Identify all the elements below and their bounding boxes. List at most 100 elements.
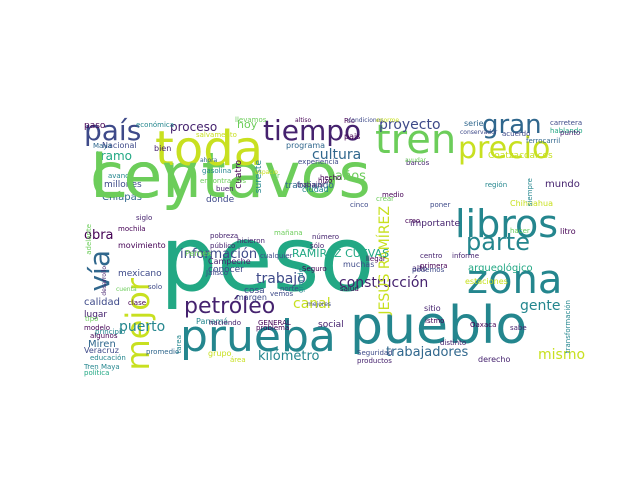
word-cloud-word: política	[84, 369, 110, 377]
word-cloud-word: mochila	[118, 225, 146, 233]
word-cloud-word: hicieron	[237, 237, 265, 245]
word-cloud-word: podemos	[412, 266, 445, 274]
word-cloud-word: tipo	[85, 315, 99, 323]
word-cloud-word: poner	[430, 201, 451, 209]
word-cloud-word: hizo	[318, 177, 333, 185]
word-cloud-word: número	[312, 233, 340, 241]
word-cloud-word: paso	[84, 121, 106, 131]
word-cloud-word: mundo	[545, 179, 580, 190]
word-cloud-word: pueblo	[350, 296, 528, 356]
word-cloud-word: región	[485, 181, 508, 189]
word-cloud-word: Nacional	[102, 141, 137, 150]
word-cloud-word: vía	[83, 250, 116, 292]
word-cloud-word: donde	[206, 195, 235, 205]
word-cloud-word: arqueológico	[468, 263, 533, 274]
word-cloud-word: Seguro	[302, 265, 327, 273]
word-cloud-word: buen	[216, 185, 234, 193]
word-cloud-word: Chiapas	[102, 192, 142, 203]
word-cloud-word: educación	[90, 354, 126, 362]
word-cloud-word: programa	[286, 141, 326, 150]
word-cloud-word: mismo	[538, 347, 586, 363]
word-cloud-word: pais	[344, 132, 361, 141]
word-cloud-word: social	[318, 320, 344, 330]
word-cloud-word: medio	[382, 191, 404, 199]
word-cloud-word: espacio	[255, 169, 278, 176]
word-cloud-word: ahora	[200, 157, 218, 164]
word-cloud-word: trabajo	[256, 271, 306, 287]
word-cloud-word: años	[335, 169, 366, 184]
word-cloud-word: estaciones	[465, 277, 508, 286]
word-cloud-word: millones	[104, 180, 142, 190]
word-cloud-word: gasolina	[202, 167, 232, 175]
word-cloud-word: salvamento	[196, 131, 237, 139]
word-cloud-word: siglo	[136, 214, 153, 222]
word-cloud-word: importante	[410, 219, 461, 229]
word-cloud-word: área	[230, 356, 246, 364]
word-cloud-word: RAMÍREZ CUEVAS	[292, 247, 390, 260]
word-cloud-word: mexicano	[118, 269, 162, 279]
word-cloud-word: carretera	[550, 119, 583, 127]
word-cloud-word: acuerdo	[502, 130, 531, 138]
word-cloud-word: centavos	[90, 139, 371, 212]
word-cloud-word: clase	[128, 299, 147, 307]
word-cloud-word: enorme	[376, 117, 400, 124]
word-cloud-word: centro	[420, 252, 443, 260]
word-cloud-word: llegar	[366, 255, 386, 263]
word-cloud-word: sitio	[424, 304, 441, 313]
word-cloud-word: Pemex	[185, 249, 212, 258]
word-cloud-word: proceso	[170, 120, 218, 134]
word-cloud-word: GENERAL	[258, 319, 291, 327]
word-cloud-word: hecho	[320, 174, 342, 182]
word-cloud-word: sabe	[510, 324, 527, 332]
word-cloud-word: ferrocarril	[526, 137, 561, 145]
word-cloud-word: productos	[357, 357, 392, 365]
word-cloud-word: muchas	[343, 260, 375, 269]
word-cloud-word: principio	[95, 328, 126, 336]
word-cloud-word: experiencia	[298, 158, 339, 166]
word-cloud-word: construcción	[339, 275, 429, 291]
word-cloud-word: Jalisco	[206, 269, 229, 277]
word-cloud-word: movimiento	[118, 241, 166, 250]
word-cloud-word: llevamos	[235, 116, 267, 124]
word-cloud-word: desarrollo	[101, 266, 108, 296]
word-cloud-word: algunos	[90, 332, 118, 340]
word-cloud-word: adelante	[85, 224, 93, 255]
word-cloud-word: Miren	[88, 339, 116, 350]
word-cloud-word: parte	[466, 228, 530, 256]
word-cloud-word: tiempo	[263, 114, 362, 147]
word-cloud-word: sólo	[310, 242, 325, 250]
word-cloud-word: ir	[275, 172, 280, 180]
word-cloud-word: derecho	[478, 355, 511, 364]
word-cloud-word: Panamá	[196, 317, 229, 326]
word-cloud-word: litro	[560, 227, 576, 236]
word-cloud-word: Veracruz	[84, 346, 119, 355]
word-cloud-word: serie	[464, 119, 484, 128]
word-cloud-word: zona	[467, 257, 563, 303]
word-cloud-word: conocer	[208, 265, 244, 275]
word-cloud-word: cultura	[312, 147, 362, 163]
word-cloud-word: promedio	[146, 348, 180, 356]
word-cloud-word: Campeche	[208, 257, 251, 266]
word-cloud-word: pobreza	[210, 232, 239, 240]
word-cloud-word: ayudar	[405, 157, 426, 164]
word-cloud-word: trabajadores	[386, 345, 469, 360]
word-cloud-word: tren	[375, 117, 457, 163]
word-cloud-word: cinco	[350, 201, 369, 209]
word-cloud-word: Coatzacoalcos	[488, 151, 553, 161]
word-cloud-word: haciendo	[209, 319, 241, 327]
word-cloud-word: información	[180, 247, 258, 262]
word-cloud-word: grupo	[208, 349, 232, 358]
word-cloud-word: siempre	[526, 178, 534, 207]
word-cloud-word: Oaxaca	[470, 321, 497, 329]
word-cloud-word: mañana	[274, 229, 303, 237]
word-cloud-word: Maya	[93, 142, 112, 150]
word-cloud-word: gente	[520, 298, 561, 314]
word-cloud-word: hablando	[550, 127, 583, 135]
word-cloud-word: sureste	[254, 160, 264, 194]
word-cloud-word: económica	[136, 121, 175, 129]
word-cloud-word: margen	[236, 293, 267, 302]
word-cloud-word: cuenta	[116, 286, 137, 293]
word-cloud-word: distinto	[440, 339, 467, 347]
word-cloud-word: istmo	[425, 317, 445, 325]
word-cloud-word: mejores	[307, 301, 332, 308]
